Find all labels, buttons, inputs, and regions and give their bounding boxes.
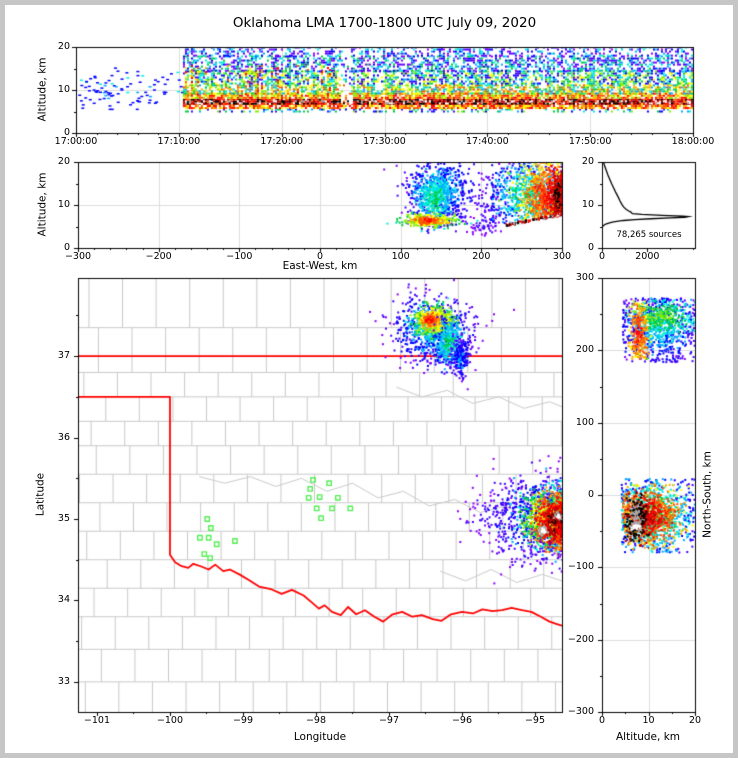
ns-tick-label: −200 xyxy=(567,633,594,645)
altitude-tick-label: 10 xyxy=(57,84,70,95)
latitude-tick-label: 33 xyxy=(57,675,70,687)
ew-tick-label: 200 xyxy=(472,251,491,262)
ew-tick-label: −100 xyxy=(226,251,253,262)
hist-tick-label: 2000 xyxy=(635,251,660,262)
map-xlabel: Longitude xyxy=(293,731,347,743)
ns-tick-label: 200 xyxy=(575,344,594,356)
time-tick-label: 17:10:00 xyxy=(157,136,201,147)
altitude-tick-label: 0 xyxy=(63,242,70,253)
ns-tick-label: 0 xyxy=(587,489,594,500)
figure-title: Oklahoma LMA 1700-1800 UTC July 09, 2020 xyxy=(232,15,537,31)
longitude-tick-label: −97 xyxy=(378,715,400,726)
ns-panel-xlabel: Altitude, km xyxy=(615,731,680,743)
longitude-tick-label: −98 xyxy=(305,715,327,726)
latitude-tick-label: 37 xyxy=(57,350,70,362)
altitude-tick-label: 10 xyxy=(57,199,70,210)
time-tick-label: 17:40:00 xyxy=(465,136,509,147)
time-tick-label: 18:00:00 xyxy=(671,136,715,147)
longitude-tick-label: −96 xyxy=(451,715,473,726)
altitude-tick-label: 20 xyxy=(57,41,70,52)
ew-tick-label: −300 xyxy=(64,251,92,262)
time-tick-label: 17:50:00 xyxy=(568,136,612,147)
ns-tick-label: −100 xyxy=(567,561,594,573)
ns-alt-tick-label: 0 xyxy=(598,715,606,726)
hist-alt-tick-label: 0 xyxy=(587,242,594,253)
ns-tick-label: 100 xyxy=(575,416,594,428)
time-tick-label: 17:30:00 xyxy=(363,136,406,147)
ew-tick-label: −200 xyxy=(145,251,172,262)
ns-panel-ylabel: North-South, km xyxy=(701,451,714,538)
source-count-annotation: 78,265 sources xyxy=(616,230,682,240)
ew-tick-label: 100 xyxy=(391,251,410,262)
longitude-tick-label: −99 xyxy=(232,715,253,726)
ns-tick-label: −300 xyxy=(567,706,594,717)
ew-panel-xlabel: East-West, km xyxy=(282,260,358,272)
time-tick-label: 17:20:00 xyxy=(260,136,303,147)
hist-alt-tick-label: 20 xyxy=(581,156,594,167)
ew-tick-label: 300 xyxy=(552,251,572,262)
hist-alt-tick-label: 10 xyxy=(581,199,594,210)
ns-tick-label: 300 xyxy=(575,272,594,283)
ew-tick-label: 0 xyxy=(316,251,324,262)
altitude-tick-label: 20 xyxy=(57,156,70,167)
ns-alt-tick-label: 20 xyxy=(688,715,702,726)
longitude-tick-label: −100 xyxy=(156,715,184,726)
altitude-tick-label: 0 xyxy=(63,127,70,138)
hist-tick-label: 0 xyxy=(598,251,606,262)
latitude-tick-label: 34 xyxy=(57,594,70,606)
latitude-tick-label: 35 xyxy=(57,513,70,525)
map-ylabel: Latitude xyxy=(34,472,47,517)
ns-alt-tick-label: 10 xyxy=(642,715,655,726)
longitude-tick-label: −101 xyxy=(83,715,111,726)
latitude-tick-label: 36 xyxy=(57,431,70,443)
longitude-tick-label: −95 xyxy=(524,715,546,726)
plot-canvas xyxy=(5,5,733,753)
time-tick-label: 17:00:00 xyxy=(54,136,98,147)
